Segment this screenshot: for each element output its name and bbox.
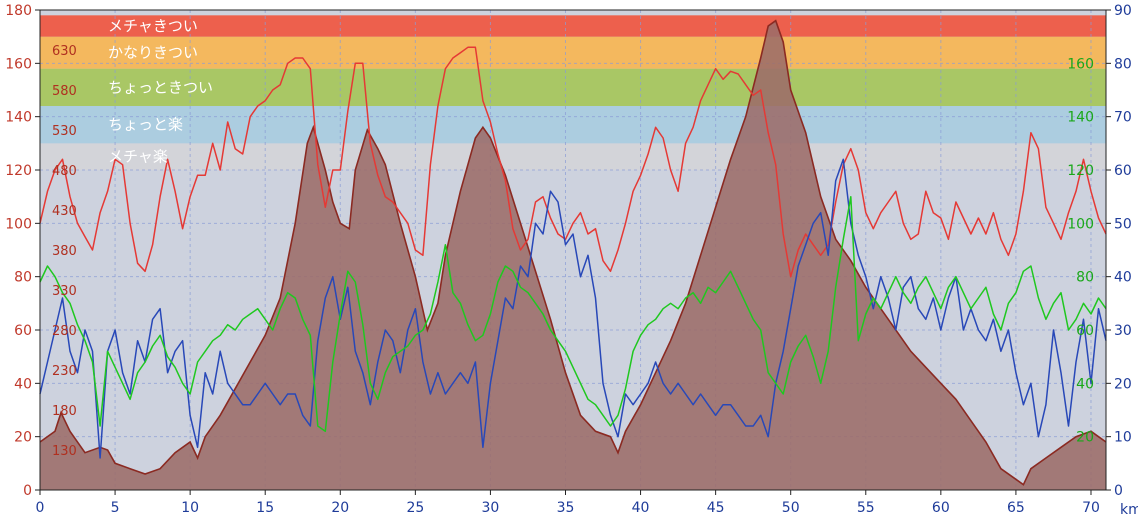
- effort-zones: [40, 15, 1106, 170]
- y-right-green-tick-label: 140: [1067, 110, 1094, 126]
- power-scale-label: 380: [52, 244, 77, 259]
- x-tick-label: 0: [36, 500, 45, 516]
- y-right-blue-tick-label: 80: [1114, 56, 1132, 72]
- x-tick-label: 70: [1082, 500, 1100, 516]
- power-scale-label: 580: [52, 84, 77, 99]
- y-left-tick-label: 20: [14, 430, 32, 446]
- y-right-blue-tick-label: 10: [1114, 430, 1132, 446]
- y-right-blue-tick-label: 30: [1114, 323, 1132, 339]
- zone-label: ちょっと楽: [108, 116, 183, 134]
- x-tick-label: 35: [557, 500, 575, 516]
- power-scale-label: 180: [52, 404, 77, 419]
- plot-frame: [39, 9, 1107, 491]
- zone-band: [40, 15, 1106, 37]
- zone-band: [40, 36, 1106, 69]
- power-scale-label: 230: [52, 364, 77, 379]
- y-left-tick-label: 80: [14, 270, 32, 286]
- zone-band: [40, 143, 1106, 170]
- y-right-blue-tick-label: 60: [1114, 163, 1132, 179]
- y-left-tick-label: 40: [14, 376, 32, 392]
- y-left-tick-label: 180: [5, 3, 32, 19]
- power-scale-label: 330: [52, 284, 77, 299]
- y-left-tick-label: 60: [14, 323, 32, 339]
- x-tick-label: 5: [111, 500, 120, 516]
- y-right-blue-tick-label: 50: [1114, 216, 1132, 232]
- y-right-blue-tick-label: 90: [1114, 3, 1132, 19]
- x-tick-label: 65: [1007, 500, 1025, 516]
- x-tick-label: 20: [331, 500, 349, 516]
- zone-label: メチャ楽: [108, 148, 168, 166]
- zone-label: かなりきつい: [108, 44, 198, 62]
- y-left-tick-label: 120: [5, 163, 32, 179]
- y-right-blue-tick-label: 0: [1114, 483, 1123, 499]
- zone-label: メチャきつい: [108, 17, 198, 35]
- zone-band: [40, 106, 1106, 144]
- y-right-blue-tick-label: 70: [1114, 110, 1132, 126]
- y-right-green-tick-label: 120: [1067, 163, 1094, 179]
- power-scale-label: 280: [52, 324, 77, 339]
- y-right-green-tick-label: 20: [1076, 430, 1094, 446]
- x-tick-label: 10: [181, 500, 199, 516]
- x-tick-label: 15: [256, 500, 274, 516]
- cadence-line: [39, 195, 1107, 433]
- y-right-green-tick-label: 160: [1067, 56, 1094, 72]
- zone-label: ちょっときつい: [108, 78, 213, 96]
- x-tick-label: 55: [857, 500, 875, 516]
- zone-band: [40, 68, 1106, 106]
- y-right-green-tick-label: 100: [1067, 216, 1094, 232]
- series-lines: [39, 46, 1107, 459]
- x-tick-label: 25: [406, 500, 424, 516]
- elevation-line: [39, 19, 1107, 486]
- power-scale-label: 480: [52, 164, 77, 179]
- x-tick-label: 60: [932, 500, 950, 516]
- x-tick-label: 40: [632, 500, 650, 516]
- y-left-tick-label: 160: [5, 56, 32, 72]
- y-right-green-tick-label: 40: [1076, 376, 1094, 392]
- y-right-blue-tick-label: 40: [1114, 270, 1132, 286]
- power-scale-label: 630: [52, 44, 77, 59]
- axes: 0 5 10 15 20 25 30 35 40 45 50 55 60 65 70 km 0 20 40 60 80 1…: [5, 3, 1138, 518]
- x-tick-label: 50: [782, 500, 800, 516]
- y-left-tick-label: 140: [5, 110, 32, 126]
- y-left-tick-label: 0: [23, 483, 32, 499]
- y-right-green-tick-label: 60: [1076, 323, 1094, 339]
- power-scale-label: 430: [52, 204, 77, 219]
- y-right-blue-tick-label: 20: [1114, 376, 1132, 392]
- power-scale-label: 130: [52, 444, 77, 459]
- x-axis-label: km: [1120, 502, 1138, 518]
- x-tick-label: 45: [707, 500, 725, 516]
- power-scale-label: 530: [52, 124, 77, 139]
- heart_rate-line: [39, 46, 1107, 278]
- y-left-tick-label: 100: [5, 216, 32, 232]
- speed-line: [39, 158, 1107, 459]
- elevation-fill: [40, 20, 1106, 490]
- y-right-green-tick-label: 80: [1076, 270, 1094, 286]
- elevation-area: [39, 19, 1107, 490]
- x-tick-label: 30: [482, 500, 500, 516]
